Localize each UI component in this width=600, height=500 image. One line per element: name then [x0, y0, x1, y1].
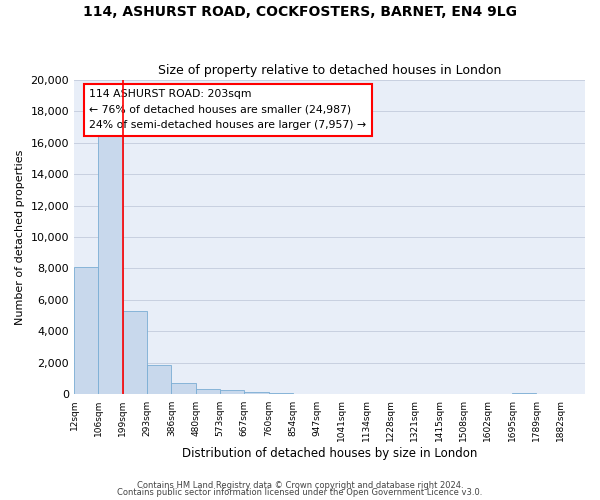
Text: Contains HM Land Registry data © Crown copyright and database right 2024.: Contains HM Land Registry data © Crown c… [137, 480, 463, 490]
Bar [172, 384, 196, 394]
Bar [123, 311, 147, 394]
Text: 114 ASHURST ROAD: 203sqm
← 76% of detached houses are smaller (24,987)
24% of se: 114 ASHURST ROAD: 203sqm ← 76% of detach… [89, 89, 367, 130]
Bar [196, 390, 220, 394]
Text: Contains public sector information licensed under the Open Government Licence v3: Contains public sector information licen… [118, 488, 482, 497]
Bar [98, 134, 123, 394]
Bar [220, 390, 244, 394]
X-axis label: Distribution of detached houses by size in London: Distribution of detached houses by size … [182, 447, 477, 460]
Bar [244, 392, 269, 394]
Bar [269, 393, 293, 394]
Bar [147, 366, 172, 394]
Bar [512, 392, 536, 394]
Y-axis label: Number of detached properties: Number of detached properties [15, 150, 25, 324]
Text: 114, ASHURST ROAD, COCKFOSTERS, BARNET, EN4 9LG: 114, ASHURST ROAD, COCKFOSTERS, BARNET, … [83, 5, 517, 19]
Title: Size of property relative to detached houses in London: Size of property relative to detached ho… [158, 64, 501, 77]
Bar [74, 267, 98, 394]
